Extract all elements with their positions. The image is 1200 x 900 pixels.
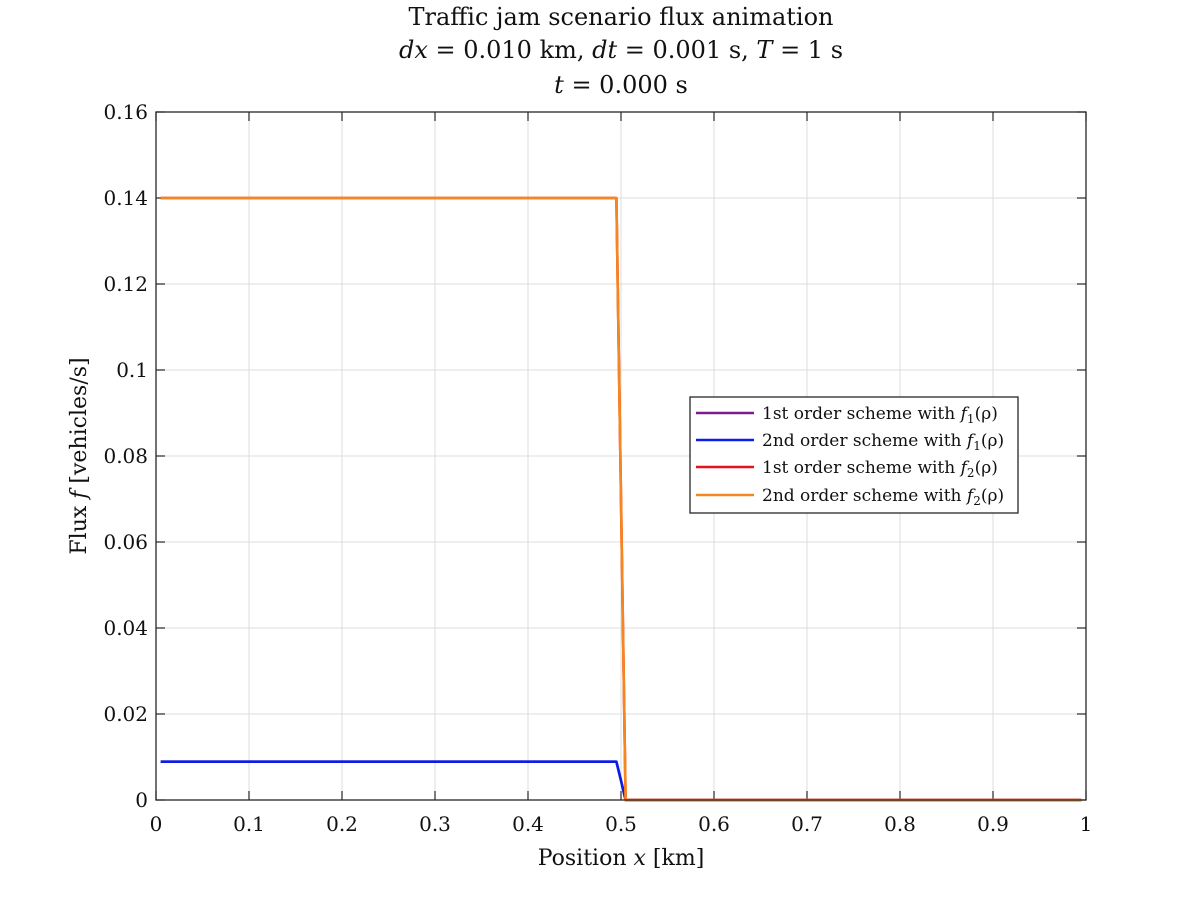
x-tick-label: 0 — [150, 812, 163, 836]
y-tick-label: 0.12 — [103, 272, 148, 296]
time-readout: t = 0.000 s — [554, 71, 688, 99]
x-tick-label: 0.1 — [233, 812, 265, 836]
x-tick-label: 0.2 — [326, 812, 358, 836]
x-label-suffix: [km] — [646, 846, 704, 871]
legend-entry: 1st order scheme with f2(ρ) — [762, 458, 998, 480]
x-axis-label: Position x [km] — [538, 846, 705, 871]
y-tick-label: 0.06 — [103, 530, 148, 554]
y-tick-label: 0.08 — [103, 444, 148, 468]
y-tick-label: 0 — [135, 788, 148, 812]
grid-lines — [155, 111, 1087, 801]
time-symbol: t — [554, 71, 564, 99]
time-value: = 0.000 s — [564, 71, 688, 99]
x-tick-label: 0.3 — [419, 812, 451, 836]
dx-symbol: dx — [399, 36, 428, 64]
y-tick-label: 0.14 — [103, 186, 148, 210]
axes-box — [155, 111, 1087, 801]
legend-box — [689, 396, 1019, 514]
y-axis-label: Flux f [vehicles/s] — [67, 357, 92, 554]
y-label-prefix: Flux — [67, 499, 92, 555]
legend: 1st order scheme with f1(ρ) 2nd order sc… — [689, 396, 1019, 514]
x-tick-label: 0.5 — [605, 812, 637, 836]
y-tick-label: 0.04 — [103, 616, 148, 640]
x-tick-label: 0.8 — [884, 812, 916, 836]
x-tick-label: 0.6 — [698, 812, 730, 836]
y-tick-label: 0.16 — [103, 100, 148, 124]
dt-value: = 0.001 s, — [617, 36, 756, 64]
x-tick-label: 0.4 — [512, 812, 544, 836]
period-symbol: T — [756, 36, 774, 64]
legend-entry: 1st order scheme with f1(ρ) — [762, 404, 998, 426]
x-label-prefix: Position — [538, 846, 634, 871]
chart-subtitle: dx = 0.010 km, dt = 0.001 s, T = 1 s — [399, 36, 843, 64]
chart-title: Traffic jam scenario flux animation — [408, 3, 833, 31]
y-label-suffix: [vehicles/s] — [67, 357, 92, 490]
dx-value: = 0.010 km, — [428, 36, 592, 64]
tick-labels: 0 0.1 0.2 0.3 0.4 0.5 0.6 0.7 0.8 0.9 1 0 0.02 0.04 0.… — [103, 100, 1092, 836]
x-label-symbol: x — [634, 846, 647, 871]
x-tick-label: 1 — [1080, 812, 1093, 836]
dt-symbol: dt — [592, 36, 617, 64]
y-tick-label: 0.1 — [116, 358, 148, 382]
x-tick-label: 0.9 — [977, 812, 1009, 836]
y-tick-label: 0.02 — [103, 702, 148, 726]
period-value: = 1 s — [772, 36, 843, 64]
x-tick-label: 0.7 — [791, 812, 823, 836]
legend-entry: 2nd order scheme with f1(ρ) — [762, 431, 1004, 453]
legend-entry: 2nd order scheme with f2(ρ) — [762, 486, 1004, 508]
